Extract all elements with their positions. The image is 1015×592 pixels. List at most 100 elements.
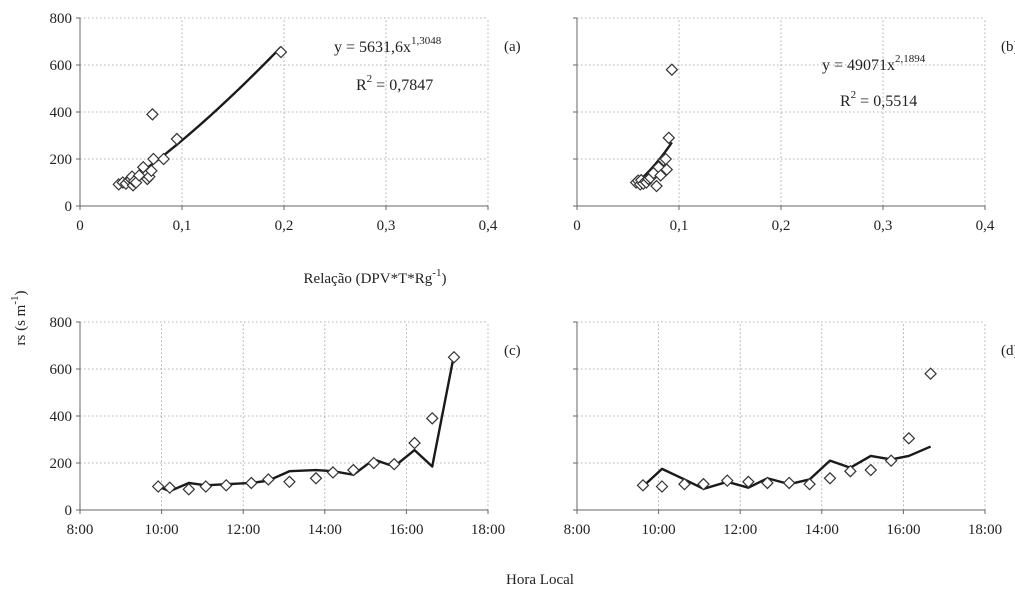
x-tick-label: 16:00 xyxy=(389,522,423,538)
y-tick-label: 400 xyxy=(50,409,73,425)
data-point xyxy=(678,477,691,491)
x-tick-label: 0,2 xyxy=(772,218,791,234)
data-point xyxy=(182,482,196,496)
data-point xyxy=(803,477,816,491)
data-point xyxy=(782,476,796,490)
r2-value: = 0,7847 xyxy=(372,77,433,94)
r2-sup: 2 xyxy=(367,73,373,85)
data-point xyxy=(654,169,667,182)
y-tick-label: 0 xyxy=(65,503,73,519)
regression-equation: y = 5631,6x1,3048 xyxy=(334,35,442,56)
x-tick-label: 0,2 xyxy=(275,218,294,234)
data-point xyxy=(157,152,170,166)
panel-label: (d) xyxy=(1001,343,1015,359)
x-tick-label: 10:00 xyxy=(145,522,179,538)
data-point xyxy=(742,475,755,489)
r2-sup: 2 xyxy=(851,89,857,101)
data-point xyxy=(347,463,360,477)
r-squared: R2 = 0,7847 xyxy=(356,73,433,94)
chart-panel-c: 0 200 400 600 800 8:00 10:00 12:00 14:00 16:00 18:… xyxy=(50,315,521,538)
data-point xyxy=(697,477,710,491)
data-point xyxy=(425,412,439,425)
x-tick-label: 0,3 xyxy=(377,218,396,234)
data-point xyxy=(660,163,674,176)
r2-label: R xyxy=(356,77,367,94)
y-tick-label: 800 xyxy=(50,315,73,331)
x-tick-label: 0,3 xyxy=(874,218,893,234)
data-point xyxy=(864,463,878,477)
panel-label: (c) xyxy=(504,343,521,359)
r-squared: R2 = 0,5514 xyxy=(840,89,917,110)
data-point xyxy=(163,481,177,495)
x-tick-label: 8:00 xyxy=(67,522,94,538)
data-point xyxy=(655,480,669,493)
data-point xyxy=(447,350,461,364)
panel-label: (b) xyxy=(1001,39,1015,55)
x-axis-title-top: Relação (DPV*T*Rg-1) xyxy=(304,267,447,287)
data-point xyxy=(408,436,421,450)
equation-text: y = 5631,6x xyxy=(334,39,411,56)
x-tick-label: 14:00 xyxy=(308,522,342,538)
equation-exponent: 2,1894 xyxy=(895,53,926,65)
y-tick-label: 600 xyxy=(50,58,73,74)
data-point xyxy=(199,480,213,493)
r2-label: R xyxy=(840,93,851,110)
data-point xyxy=(761,476,774,490)
x-tick-label: 0,1 xyxy=(173,218,192,234)
panel-label: (a) xyxy=(504,39,521,55)
series-line xyxy=(157,354,456,493)
data-point xyxy=(147,152,160,166)
x-tick-label: 10:00 xyxy=(642,522,676,538)
y-tick-label: 600 xyxy=(50,362,73,378)
data-point xyxy=(274,45,288,59)
y-tick-label: 200 xyxy=(50,456,73,472)
x-tick-label: 16:00 xyxy=(886,522,920,538)
data-point xyxy=(367,456,381,470)
data-point xyxy=(326,466,340,479)
x-tick-label: 0 xyxy=(76,218,84,234)
x-tick-label: 0,4 xyxy=(976,218,995,234)
y-axis-title: rs (s m-1) xyxy=(9,290,29,345)
data-point xyxy=(283,475,296,489)
x-axis-title-bottom: Hora Local xyxy=(506,572,574,588)
r2-value: = 0,5514 xyxy=(856,93,917,110)
equation-text: y = 49071x xyxy=(822,57,895,74)
data-point xyxy=(665,63,679,77)
y-tick-label: 400 xyxy=(50,105,73,121)
data-point xyxy=(245,476,258,490)
data-point xyxy=(309,471,323,485)
x-tick-label: 18:00 xyxy=(471,522,505,538)
data-point xyxy=(170,132,184,146)
data-point xyxy=(662,131,676,145)
data-point xyxy=(650,179,663,193)
data-point xyxy=(636,478,650,492)
x-tick-label: 12:00 xyxy=(723,522,757,538)
y-tick-label: 200 xyxy=(50,152,73,168)
x-tick-label: 8:00 xyxy=(564,522,591,538)
data-point xyxy=(219,478,233,492)
x-tick-label: 0,1 xyxy=(670,218,689,234)
data-point xyxy=(884,454,898,467)
regression-equation: y = 49071x2,1894 xyxy=(822,53,926,74)
x-tick-label: 18:00 xyxy=(968,522,1002,538)
data-point xyxy=(924,367,937,381)
chart-panel-b: 0 0,1 0,2 0,3 0,4 (b) y = 49071x2,1894 R2 = 0,5… xyxy=(573,17,1015,234)
data-point xyxy=(262,473,275,486)
x-tick-label: 0 xyxy=(573,218,581,234)
x-tick-label: 0,4 xyxy=(479,218,498,234)
y-tick-label: 0 xyxy=(65,199,73,215)
x-tick-label: 14:00 xyxy=(805,522,839,538)
data-point xyxy=(823,471,837,485)
chart-panel-d: 8:00 10:00 12:00 14:00 16:00 18:00 (d) xyxy=(564,321,1015,538)
y-tick-label: 800 xyxy=(50,11,73,27)
equation-exponent: 1,3048 xyxy=(411,35,442,47)
data-point xyxy=(151,480,165,493)
data-point xyxy=(387,457,401,471)
data-point xyxy=(720,474,734,487)
chart-panel-a: 0 200 400 600 800 0 0,1 0,2 0,3 0,4 (a) y = 5631,6x… xyxy=(50,11,521,234)
data-point xyxy=(146,108,159,121)
data-point xyxy=(902,431,916,445)
data-point xyxy=(844,464,857,478)
